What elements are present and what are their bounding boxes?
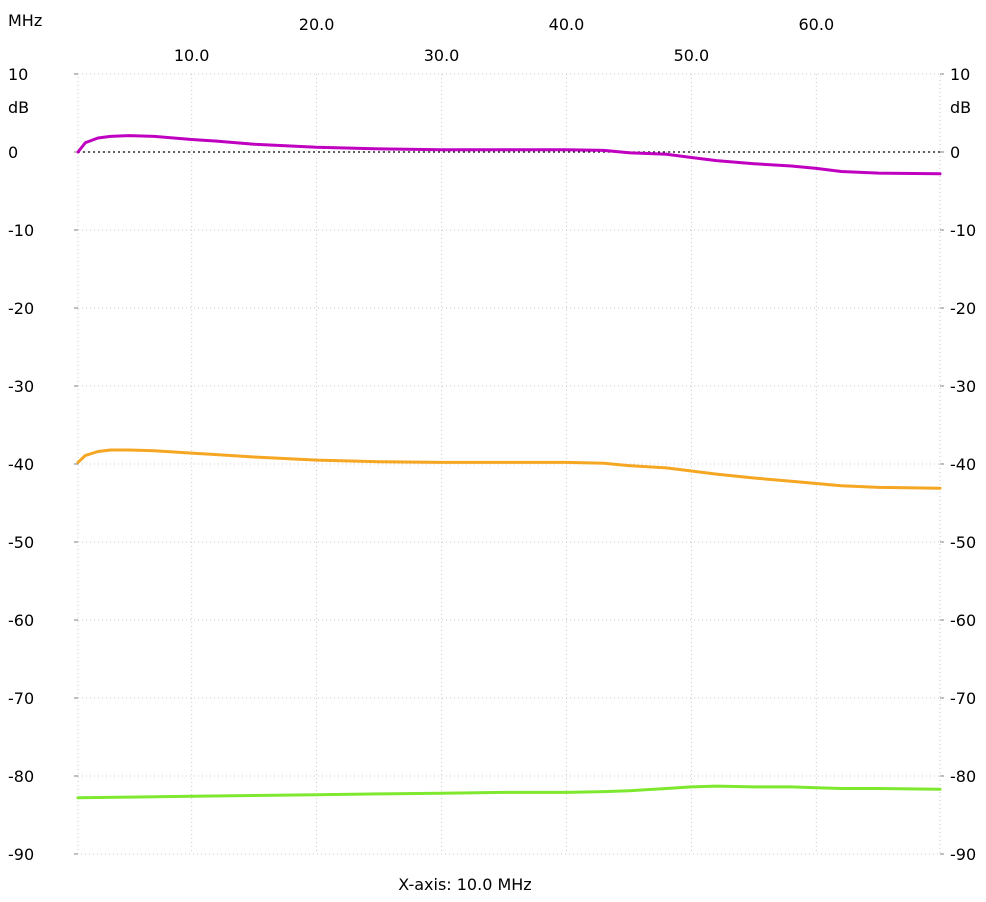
y-tick-label-left: 0: [8, 143, 18, 162]
y-tick-label-left: -70: [8, 689, 34, 708]
y-tick-label-right: -80: [950, 767, 976, 786]
y-unit-label-right: dB: [950, 98, 971, 117]
y-unit-label-left: dB: [8, 98, 29, 117]
y-tick-label-left: 10: [8, 65, 28, 84]
y-tick-label-right: -30: [950, 377, 976, 396]
y-tick-label-right: -60: [950, 611, 976, 630]
y-tick-label-right: -40: [950, 455, 976, 474]
x-tick-label: 20.0: [299, 15, 335, 34]
x-tick-label: 10.0: [174, 46, 210, 65]
plot-frame: [77, 73, 941, 855]
y-tick-label-left: -40: [8, 455, 34, 474]
y-tick-label-left: -20: [8, 299, 34, 318]
series-line-2: [76, 448, 942, 490]
x-tick-label: 30.0: [424, 46, 460, 65]
x-axis-caption: X-axis: 10.0 MHz: [398, 875, 531, 894]
y-tick-label-right: -10: [950, 221, 976, 240]
tick-labels: 10 10 0 0 -10 -10 -20 -20 -30 -30 -40 -40 -50 -50 -60 -…: [8, 15, 976, 864]
y-tick-label-right: -70: [950, 689, 976, 708]
plot-area-border: [77, 73, 941, 855]
y-tick-label-right: 0: [950, 143, 960, 162]
y-tick-label-right: -50: [950, 533, 976, 552]
y-tick-label-left: -80: [8, 767, 34, 786]
axis-labels: MHz dB dB X-axis: 10.0 MHz: [8, 11, 971, 894]
data-series-group: [76, 134, 942, 800]
y-tick-label-left: -90: [8, 845, 34, 864]
x-tick-label: 60.0: [799, 15, 835, 34]
y-tick-label-right: 10: [950, 65, 970, 84]
x-tick-label: 50.0: [674, 46, 710, 65]
grid-lines: [74, 73, 944, 855]
y-tick-label-left: -30: [8, 377, 34, 396]
series-line-3: [76, 784, 942, 800]
x-tick-label: 40.0: [549, 15, 585, 34]
y-tick-label-right: -20: [950, 299, 976, 318]
y-tick-label-right: -90: [950, 845, 976, 864]
x-unit-label: MHz: [8, 11, 42, 30]
y-tick-label-left: -50: [8, 533, 34, 552]
y-tick-label-left: -60: [8, 611, 34, 630]
y-tick-label-left: -10: [8, 221, 34, 240]
series-line-1: [76, 134, 942, 176]
